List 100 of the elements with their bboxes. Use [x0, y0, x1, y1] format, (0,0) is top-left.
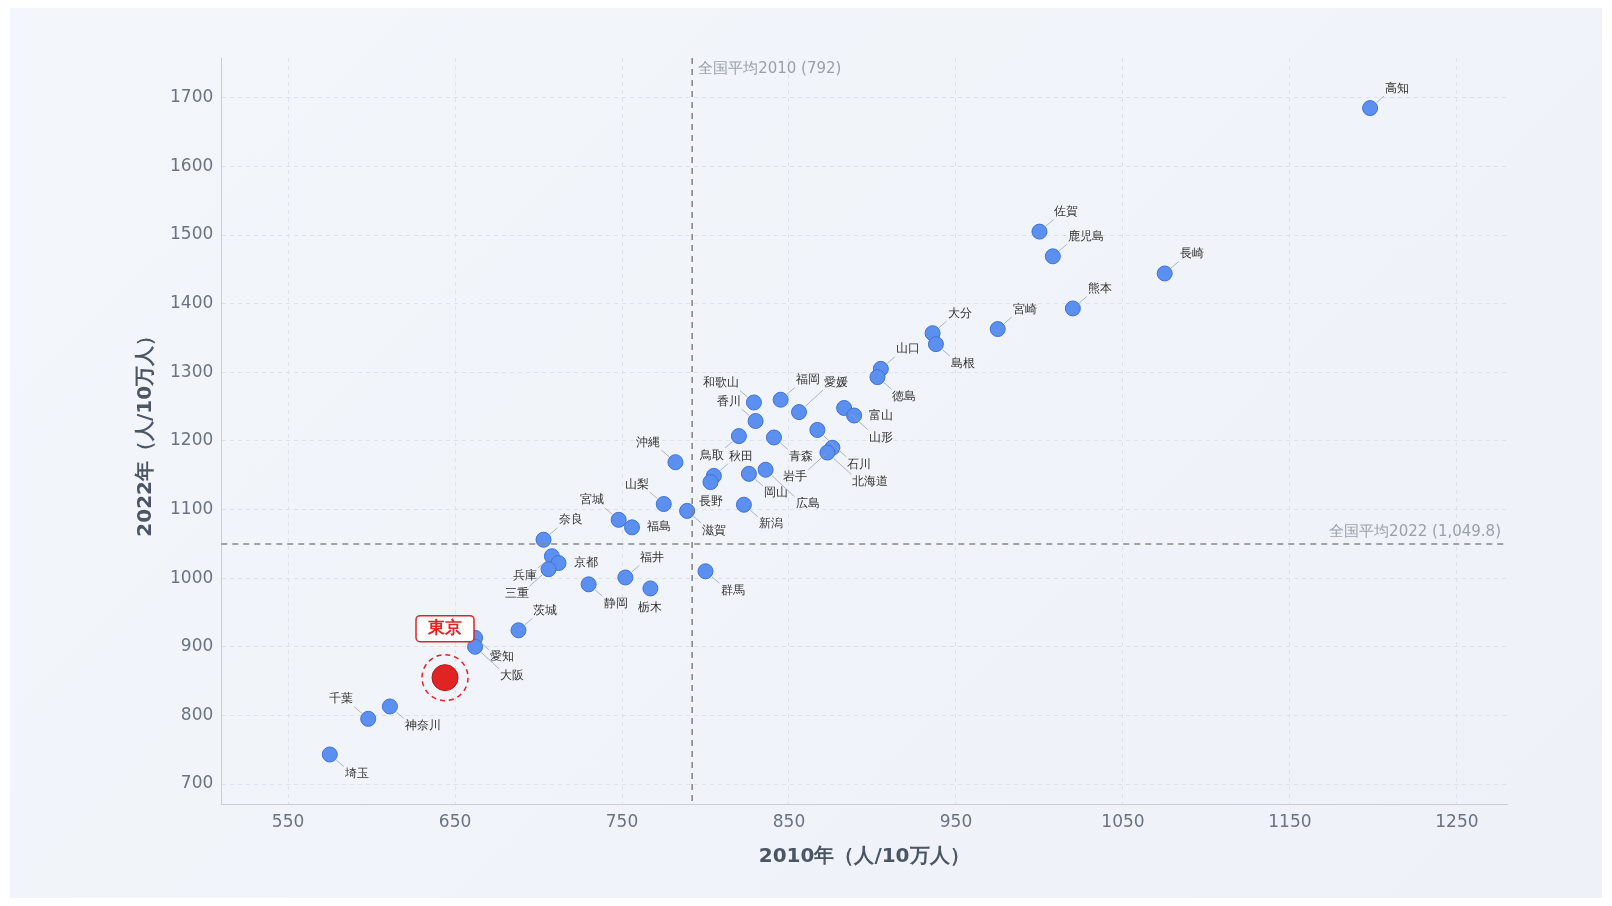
series-label: 東京: [427, 617, 463, 638]
annotation: 滋賀: [702, 522, 727, 537]
annotation: 兵庫: [512, 567, 537, 582]
annotation: 福岡: [795, 372, 820, 387]
annotation: 栃木: [638, 600, 663, 615]
annotation: 大阪: [500, 668, 525, 683]
point: [655, 496, 672, 513]
point: [702, 474, 719, 491]
x-tick-label: 1150: [1268, 811, 1312, 832]
point: [730, 428, 747, 445]
y-tick-label: 1600: [170, 154, 214, 175]
annotation: 富山: [869, 407, 894, 422]
point: [819, 444, 836, 461]
ref-line-label: 全国平均2010 (792): [698, 59, 842, 78]
point: [846, 407, 863, 424]
point: [809, 421, 826, 438]
point: [1044, 248, 1061, 265]
ref-line-label: 全国平均2022 (1,049.8): [1329, 522, 1501, 541]
annotation: 北海道: [852, 474, 889, 489]
annotation: 岩手: [783, 469, 808, 484]
point: [1031, 223, 1048, 240]
point: [869, 369, 886, 386]
annotation: 静岡: [603, 595, 628, 610]
annotation: 広島: [795, 496, 820, 511]
annotation: 山梨: [624, 476, 649, 491]
point: [757, 461, 774, 478]
annotation: 鳥取: [698, 447, 724, 462]
x-tick-label: 950: [939, 811, 973, 832]
point: [381, 698, 398, 715]
annotation: 香川: [716, 393, 741, 408]
point: [679, 502, 696, 519]
point: [580, 576, 597, 593]
y-tick-label: 1400: [170, 292, 214, 313]
annotation: 神奈川: [404, 718, 441, 733]
point: [360, 710, 377, 727]
x-tick-label: 550: [271, 811, 305, 832]
x-axis-title: 2010年（人/10万人）: [758, 843, 970, 868]
annotation: 山口: [895, 341, 920, 356]
annotation: 愛媛: [824, 374, 849, 389]
annotation: 青森: [788, 449, 813, 464]
point: [697, 563, 714, 580]
y-tick-label: 1100: [170, 497, 214, 518]
point: [772, 391, 789, 408]
annotation: 長野: [698, 493, 723, 508]
x-tick-label: 650: [438, 811, 472, 832]
x-tick-label: 850: [772, 811, 806, 832]
point: [421, 653, 469, 702]
point: [617, 569, 634, 586]
annotation: 熊本: [1087, 281, 1112, 296]
point: [747, 413, 764, 430]
y-tick-label: 1200: [170, 429, 214, 450]
point: [535, 531, 552, 548]
point: [1156, 265, 1173, 282]
annotation: 埼玉: [343, 766, 369, 781]
annotation: 福井: [640, 550, 665, 565]
y-tick-label: 1300: [170, 360, 214, 381]
point: [667, 454, 684, 471]
point: [610, 511, 627, 528]
y-tick-label: 1700: [170, 86, 214, 107]
annotation: 佐賀: [1054, 204, 1079, 219]
annotation: 山形: [869, 429, 894, 444]
point: [1064, 300, 1081, 317]
point: [642, 580, 659, 597]
annotation: 群馬: [720, 582, 745, 597]
annotation: 沖縄: [636, 434, 661, 449]
point: [745, 394, 762, 411]
point: [321, 746, 338, 763]
y-axis-title: 2022年（人/10万人）: [132, 325, 157, 537]
annotation: 徳島: [892, 388, 917, 403]
point: [467, 638, 484, 655]
y-tick-label: 1500: [170, 223, 214, 244]
annotation: 三重: [504, 585, 529, 600]
annotation: 京都: [573, 555, 598, 570]
y-tick-label: 900: [180, 635, 214, 656]
annotation: 島根: [950, 355, 975, 370]
annotation: 宮崎: [1012, 301, 1037, 316]
annotation: 福島: [647, 519, 672, 534]
y-tick-label: 1000: [170, 566, 214, 587]
annotation: 高知: [1385, 80, 1410, 95]
annotation: 奈良: [558, 512, 583, 527]
point: [1362, 100, 1379, 117]
annotation: 新潟: [758, 516, 783, 531]
point: [791, 404, 808, 421]
x-tick-label: 1050: [1101, 811, 1145, 832]
x-tick-label: 1250: [1435, 811, 1479, 832]
x-tick-label: 750: [605, 811, 639, 832]
y-tick-label: 800: [180, 703, 214, 724]
annotation: 石川: [847, 456, 872, 471]
annotation: 岡山: [763, 485, 788, 500]
point: [510, 622, 527, 639]
annotation: 大分: [947, 305, 972, 320]
annotation: 長崎: [1179, 246, 1204, 261]
annotation: 千葉: [329, 691, 354, 706]
point: [740, 465, 757, 482]
annotation: 茨城: [533, 602, 558, 617]
annotation: 秋田: [728, 448, 753, 463]
point: [624, 519, 641, 536]
annotation: 愛知: [490, 649, 515, 664]
annotation: 鹿児島: [1067, 228, 1104, 243]
point: [927, 336, 944, 353]
